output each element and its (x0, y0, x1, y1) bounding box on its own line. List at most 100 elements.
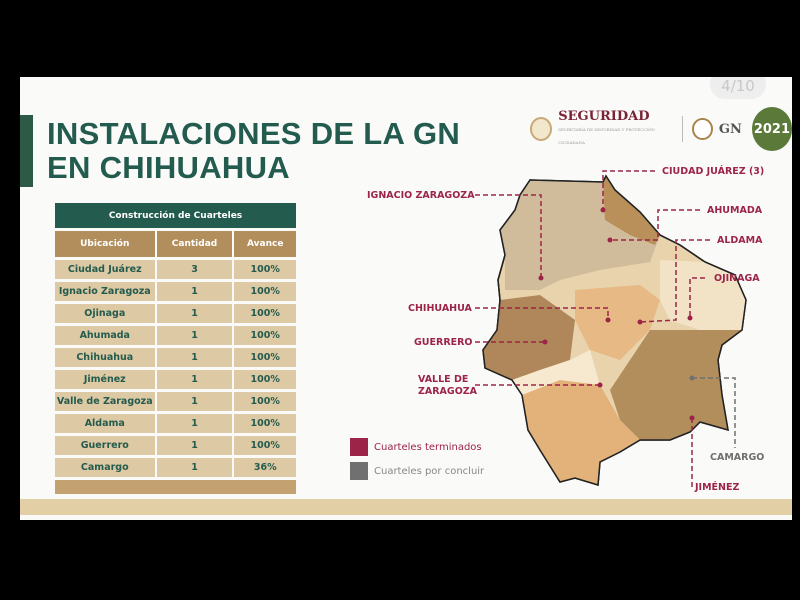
label-guerrero: GUERRERO (414, 337, 473, 348)
footer-bar (20, 499, 792, 515)
seguridad-logo-subtitle: SECRETARÍA DE SEGURIDAD Y PROTECCIÓN CIU… (558, 126, 655, 145)
cell-cantidad: 1 (156, 370, 233, 389)
cell-ubicacion: Ciudad Juárez (55, 260, 155, 279)
map-region-southeast (610, 330, 742, 440)
cell-avance: 100% (234, 326, 296, 345)
leader-camargo (692, 377, 736, 448)
table-row: Aldama 1 100% (55, 414, 296, 433)
map-markers (538, 207, 695, 421)
table-row: Jiménez 1 100% (55, 370, 296, 389)
cell-cantidad: 1 (156, 326, 233, 345)
header-logos: SEGURIDAD SECRETARÍA DE SEGURIDAD Y PROTE… (530, 103, 792, 155)
label-valle-de-zaragoza: VALLE DE ZARAGOZA (418, 374, 477, 398)
leader-ahumada (610, 209, 700, 241)
cell-ubicacion: Chihuahua (55, 348, 155, 367)
map-region-juarez (603, 176, 660, 245)
marker-valle-de-zaragoza (597, 382, 603, 388)
leader-chihuahua (475, 307, 609, 320)
table-caption: Construcción de Cuarteles (55, 203, 296, 228)
cell-cantidad: 1 (156, 304, 233, 323)
map-region-west (512, 350, 600, 395)
table-footer (55, 480, 296, 494)
table-row: Camargo 1 36% (55, 458, 296, 477)
cell-cantidad: 1 (156, 348, 233, 367)
leader-ojinaga (689, 277, 705, 318)
cell-ubicacion: Ojinaga (55, 304, 155, 323)
cell-avance: 100% (234, 348, 296, 367)
cell-cantidad: 3 (156, 260, 233, 279)
cell-ubicacion: Ignacio Zaragoza (55, 282, 155, 301)
cell-ubicacion: Jiménez (55, 370, 155, 389)
cell-avance: 100% (234, 370, 296, 389)
page-indicator: 4/10 (710, 77, 766, 99)
map-border (482, 174, 747, 486)
slide: 4/10 INSTALACIONES DE LA GN EN CHIHUAHUA… (20, 77, 792, 520)
map-leader-lines (475, 170, 710, 487)
cell-ubicacion: Ahumada (55, 326, 155, 345)
cell-cantidad: 1 (156, 436, 233, 455)
gn-logo: GN (718, 121, 742, 137)
chihuahua-map (475, 170, 747, 487)
logo-divider (681, 116, 683, 142)
cell-cantidad: 1 (156, 282, 233, 301)
map-region-central (575, 285, 660, 360)
label-ignacio-zaragoza: IGNACIO ZARAGOZA (367, 190, 475, 201)
cell-avance: 100% (234, 304, 296, 323)
label-valle-de-zaragoza-line-2: ZARAGOZA (418, 386, 478, 397)
cell-avance: 100% (234, 414, 296, 433)
legend-item-por-concluir: Cuarteles por concluir (350, 462, 484, 480)
marker-chihuahua (605, 317, 611, 323)
marker-jimenez (689, 415, 695, 421)
table-row: Ciudad Juárez 3 100% (55, 260, 296, 279)
table-row: Ojinaga 1 100% (55, 304, 296, 323)
table-row: Guerrero 1 100% (55, 436, 296, 455)
map-region-ojinaga (660, 260, 746, 330)
table-row: Ahumada 1 100% (55, 326, 296, 345)
cell-ubicacion: Aldama (55, 414, 155, 433)
column-header-cantidad: Cantidad (156, 231, 233, 257)
marker-guerrero (542, 339, 548, 345)
marker-ojinaga (687, 315, 693, 321)
marker-ahumada (607, 237, 613, 243)
label-ciudad-juarez: CIUDAD JUÁREZ (3) (662, 166, 765, 177)
cell-cantidad: 1 (156, 392, 233, 411)
seguridad-logo: SEGURIDAD SECRETARÍA DE SEGURIDAD Y PROTE… (558, 110, 671, 149)
legend-swatch-crimson (350, 438, 368, 456)
map-region-southwest (522, 380, 640, 485)
barracks-table: Construcción de Cuarteles Ubicación Cant… (53, 200, 298, 497)
column-header-ubicacion: Ubicación (55, 231, 155, 257)
cell-avance: 100% (234, 392, 296, 411)
label-aldama: ALDAMA (717, 235, 763, 246)
seguridad-logo-text: SEGURIDAD (558, 108, 650, 124)
label-camargo: CAMARGO (710, 452, 765, 463)
marker-ignacio-zaragoza (538, 275, 544, 281)
marker-ciudad-juarez (600, 207, 606, 213)
cell-ubicacion: Valle de Zaragoza (55, 392, 155, 411)
label-ahumada: AHUMADA (707, 205, 763, 216)
table-row: Ignacio Zaragoza 1 100% (55, 282, 296, 301)
page-title: INSTALACIONES DE LA GN EN CHIHUAHUA (47, 117, 460, 185)
label-valle-de-zaragoza-line-1: VALLE DE (418, 374, 469, 385)
cell-avance: 100% (234, 260, 296, 279)
column-header-avance: Avance (234, 231, 296, 257)
map-region-guerrero (483, 295, 575, 380)
legend-item-terminados: Cuarteles terminados (350, 438, 482, 456)
cell-ubicacion: Guerrero (55, 436, 155, 455)
title-line-1: INSTALACIONES DE LA GN (47, 116, 461, 151)
cell-ubicacion: Camargo (55, 458, 155, 477)
cell-cantidad: 1 (156, 414, 233, 433)
cell-avance: 36% (234, 458, 296, 477)
cell-cantidad: 1 (156, 458, 233, 477)
legend-swatch-gray (350, 462, 368, 480)
cell-avance: 100% (234, 436, 296, 455)
mexico-2021-logo: 2021 (751, 107, 792, 151)
label-chihuahua: CHIHUAHUA (408, 303, 472, 314)
leader-ignacio-zaragoza (475, 194, 542, 278)
title-accent-bar (20, 115, 33, 187)
legend-label-terminados: Cuarteles terminados (374, 441, 482, 453)
table-row: Valle de Zaragoza 1 100% (55, 392, 296, 411)
marker-camargo (689, 375, 695, 381)
leader-ciudad-juarez (602, 170, 655, 210)
leader-aldama (639, 239, 710, 323)
table-row: Chihuahua 1 100% (55, 348, 296, 367)
